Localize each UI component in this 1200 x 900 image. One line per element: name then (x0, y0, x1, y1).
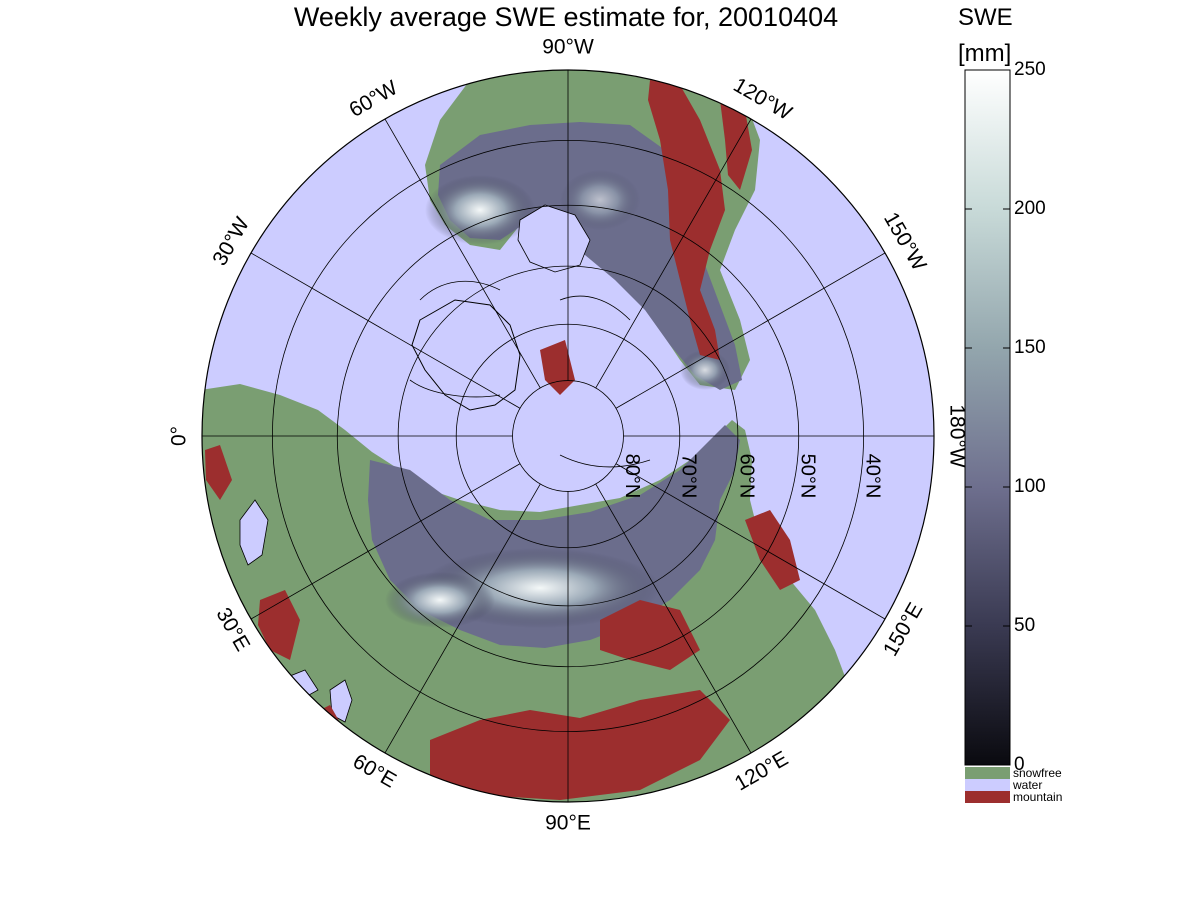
colorbar-tick-label: 200 (1014, 198, 1046, 219)
parallel-label: 60°N (736, 454, 758, 499)
greenland-outline (411, 299, 521, 411)
parallel-label: 70°N (678, 454, 700, 499)
heavy-snow-quebec (425, 175, 535, 245)
parallel-labels: 80°N 70°N 60°N 50°N 40°N (621, 454, 883, 499)
colorbar-tick-label: 50 (1014, 615, 1035, 636)
meridian-line (615, 252, 886, 409)
meridian-label: 90°E (545, 812, 591, 835)
colorbar-tick-label: 250 (1014, 59, 1046, 80)
parallel-label: 50°N (796, 454, 818, 499)
figure-title: Weekly average SWE estimate for, 2001040… (293, 2, 839, 32)
heavy-snow-west-siberia (385, 572, 495, 628)
snow-alaska (680, 350, 730, 390)
colorbar-label-swe: SWE (958, 4, 1013, 31)
meridian-line (595, 483, 752, 754)
map-boundary (201, 69, 935, 803)
snow-canada (560, 170, 640, 230)
legend-swatch (965, 779, 1010, 791)
meridian-label: 180°W (945, 404, 968, 467)
colorbar-label-units: [mm] (958, 40, 1012, 67)
meridian-line (615, 463, 886, 620)
colorbar-ticks: 0 50 100 150 200 250 (965, 59, 1046, 775)
colorbar-tick-label: 0 (1014, 754, 1025, 775)
arctic-islands-outline (409, 280, 651, 468)
parallel-label: 40°N (861, 454, 883, 499)
legend-label: water (1012, 778, 1042, 792)
legend-swatch (965, 791, 1010, 803)
parallel-label: 80°N (621, 454, 643, 499)
legend-label: mountain (1013, 790, 1062, 804)
baltic-sea (239, 499, 269, 566)
meridian-line (384, 483, 541, 754)
colorbar-tick-label: 150 (1014, 337, 1046, 358)
colorbar (964, 69, 1011, 766)
legend-label: snowfree (1013, 766, 1062, 780)
legend-swatch (965, 767, 1010, 779)
graticule (202, 70, 934, 802)
meridian-line (250, 463, 521, 620)
map-disk (202, 70, 934, 802)
meridian-line (250, 252, 521, 409)
meridian-line (384, 118, 541, 389)
meridian-label: 0° (168, 426, 191, 446)
colorbar-tick-label: 100 (1014, 476, 1046, 497)
meridian-line (595, 118, 752, 389)
hudson-bay (517, 204, 591, 273)
meridian-label: 90°W (542, 36, 594, 59)
